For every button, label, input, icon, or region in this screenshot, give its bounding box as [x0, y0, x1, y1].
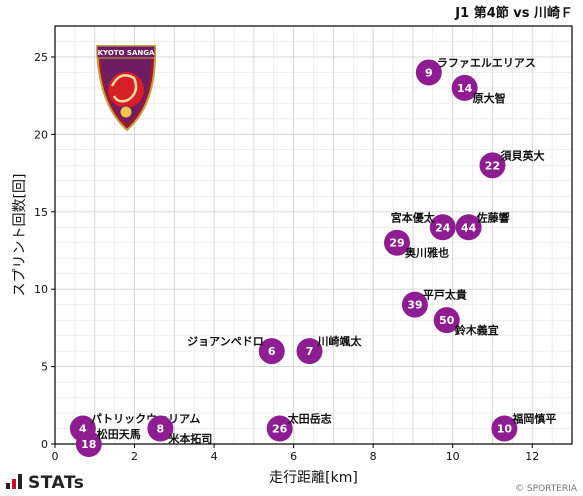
player-bubble: [266, 415, 293, 442]
jersey-number: 29: [389, 237, 404, 250]
jersey-number: 24: [435, 221, 451, 234]
player-point: 6 ジョアンペドロ: [187, 335, 285, 365]
x-tick-label: 2: [131, 450, 138, 463]
plot-frame: [54, 25, 573, 445]
player-name: 須貝英大: [499, 148, 544, 162]
jersey-number: 39: [407, 299, 422, 312]
y-tick-label: 5: [41, 361, 48, 374]
x-tick-label: 8: [370, 450, 377, 463]
kyoto-sanga-emblem: KYOTO SANGA: [95, 45, 157, 132]
y-tick-label: 0: [41, 438, 48, 451]
player-bubble: [491, 415, 518, 442]
player-name: 奥川雅也: [404, 246, 449, 260]
player-bubble: [479, 152, 506, 179]
jersey-number: 44: [461, 221, 477, 234]
player-bubble: [258, 338, 285, 365]
match-title: J1 第4節 vs 川崎Ｆ: [455, 6, 573, 21]
player-name: 川崎颯太: [317, 334, 363, 348]
jersey-number: 14: [457, 82, 473, 95]
jersey-number: 7: [306, 345, 314, 358]
player-bubble: [415, 59, 442, 86]
player-name: ラファエルエリアス: [437, 56, 536, 69]
jersey-number: 10: [497, 423, 513, 436]
player-bubble: [429, 214, 456, 241]
player-name: ジョアンペドロ: [187, 335, 264, 348]
jersey-number: 18: [81, 438, 96, 451]
player-bubble: [147, 415, 174, 442]
jersey-number: 9: [425, 66, 433, 79]
y-tick-label: 25: [34, 51, 48, 64]
jersey-number: 8: [157, 423, 165, 436]
jersey-number: 4: [79, 423, 87, 436]
player-point: 9 ラファエルエリアス: [415, 56, 536, 86]
y-tick-label: 20: [34, 128, 48, 141]
player-point: 4 パトリックウィリアム: [69, 413, 201, 442]
player-bubble: [451, 74, 478, 101]
player-bubble: [296, 338, 323, 365]
brand-text: STATs: [28, 473, 85, 493]
player-name: パトリックウィリアム: [91, 413, 201, 426]
jersey-number: 22: [485, 159, 500, 172]
x-tick-label: 6: [290, 450, 297, 463]
jersey-number: 50: [439, 314, 455, 327]
player-bubble: [384, 229, 411, 256]
player-name: 平戸太貴: [423, 288, 467, 302]
logo-text: KYOTO SANGA: [98, 49, 155, 57]
player-bubble: [455, 214, 482, 241]
y-tick-label: 10: [34, 283, 48, 296]
player-bubble: [401, 291, 428, 318]
x-tick-label: 0: [52, 450, 59, 463]
x-tick-label: 12: [525, 450, 539, 463]
player-name: 松田天馬: [97, 427, 141, 441]
stats-logo: STATs: [6, 473, 84, 493]
x-tick-label: 4: [211, 450, 218, 463]
player-name: 宮本優太: [391, 210, 436, 224]
bar-chart-icon: [6, 474, 24, 489]
player-bubble: [75, 431, 102, 457]
x-axis-label: 走行距離[km]: [269, 469, 358, 486]
player-name: 福岡慎平: [511, 412, 556, 426]
jersey-number: 26: [272, 423, 288, 436]
player-name: 佐藤響: [476, 210, 510, 224]
y-tick-label: 15: [34, 206, 48, 219]
credit-text: © SPORTERIA: [515, 484, 577, 494]
player-name: 太田岳志: [287, 412, 332, 426]
data-points: 9ラファエルエリアス14原大智22須貝英大24宮本優太44佐藤響29奥川雅也39…: [69, 56, 556, 457]
player-name: 鈴木義宜: [455, 323, 499, 337]
x-tick-label: 10: [446, 450, 460, 463]
player-name: 米本拓司: [167, 432, 212, 446]
player-bubble: [433, 307, 460, 334]
y-axis-label: スプリント回数[回]: [12, 174, 28, 297]
jersey-number: 6: [268, 345, 276, 358]
player-name: 原大智: [473, 91, 506, 105]
